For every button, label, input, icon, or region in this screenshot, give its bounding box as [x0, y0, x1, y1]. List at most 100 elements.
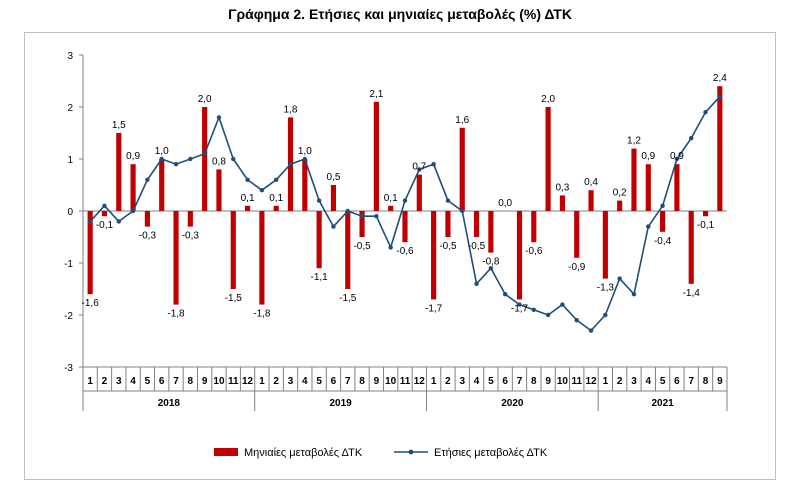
y-tick-label: 2 [67, 103, 73, 114]
bar-data-label: 0,0 [498, 198, 512, 209]
point-annual [603, 312, 608, 318]
bar-data-label: -0,3 [139, 231, 157, 242]
bar-data-label: -1,8 [167, 309, 185, 320]
point-annual [259, 188, 265, 193]
bar-monthly [101, 211, 108, 217]
bar-data-label: 0,8 [212, 156, 226, 167]
bars-layer [87, 86, 723, 305]
bar-data-label: 2,4 [713, 73, 727, 84]
bar-data-label: -0,1 [96, 220, 114, 231]
point-annual [703, 110, 708, 115]
y-tick-label: 3 [67, 51, 73, 62]
year-label: 2018 [158, 398, 181, 409]
month-label: 9 [717, 376, 723, 387]
y-tick-label: 1 [67, 155, 73, 166]
bar-monthly [116, 133, 122, 211]
bar-monthly [431, 211, 437, 300]
point-annual [689, 136, 694, 141]
month-label: 11 [228, 376, 239, 387]
bar-data-label: 1,0 [298, 146, 312, 157]
bar-data-label: -0,5 [439, 241, 457, 252]
bar-data-label: -0,6 [396, 246, 414, 257]
bar-data-label: 1,8 [284, 104, 298, 115]
bar-monthly [302, 159, 308, 211]
bar-data-label: -1,5 [339, 293, 357, 304]
point-annual [488, 266, 494, 271]
y-tick-label: -3 [64, 363, 73, 374]
point-annual [717, 94, 723, 99]
bar-data-label: -0,4 [654, 236, 672, 247]
bar-monthly [702, 211, 709, 217]
point-annual [288, 162, 293, 167]
bar-monthly [187, 211, 193, 227]
month-label: 8 [531, 376, 537, 387]
bar-monthly [345, 211, 351, 289]
bar-monthly [688, 211, 694, 284]
point-annual [87, 219, 93, 224]
bar-monthly [216, 169, 222, 211]
month-label: 4 [646, 376, 652, 387]
month-label: 8 [359, 376, 365, 387]
bar-monthly [87, 211, 93, 295]
bar-data-label: 0,9 [641, 151, 655, 162]
bar-monthly [445, 211, 451, 237]
line-layer [87, 94, 723, 333]
point-annual [116, 219, 121, 224]
bar-data-label: 0,2 [613, 188, 627, 199]
point-annual [302, 156, 308, 162]
month-label: 12 [242, 376, 254, 387]
bar-data-label: 0,9 [126, 151, 140, 162]
chart-title: Γράφημα 2. Ετήσιες και μηνιαίες μεταβολέ… [228, 6, 572, 22]
bar-data-label: 0,1 [384, 193, 398, 204]
bar-monthly [245, 205, 251, 211]
legend-layer: Μηνιαίες μεταβολές ΔΤΚ Ετήσιες μεταβολές … [214, 447, 548, 459]
bar-data-label: 2,0 [541, 94, 555, 105]
bar-monthly [574, 211, 580, 258]
point-annual [531, 307, 536, 312]
labels-layer: -1,6 -0,1 1,5 0,9 -0,3 1,0 -1,8 -0,3 2,0 0,8 -1,5 0… [82, 73, 728, 319]
point-annual [202, 151, 207, 156]
point-annual [402, 198, 408, 203]
year-label: 2019 [329, 398, 352, 409]
point-annual [159, 156, 164, 162]
bar-data-label: 1,2 [627, 136, 641, 147]
chart-frame [24, 32, 776, 480]
point-annual [188, 156, 193, 162]
month-label: 9 [545, 376, 551, 387]
bar-data-label: -0,3 [182, 231, 200, 242]
legend-label-monthly: Μηνιαίες μεταβολές ΔΤΚ [244, 447, 363, 459]
point-annual [245, 177, 250, 182]
bar-data-label: -0,1 [697, 220, 715, 231]
point-annual [331, 224, 336, 229]
bar-monthly [545, 107, 551, 211]
bar-data-label: 0,7 [412, 162, 426, 173]
point-annual [130, 208, 136, 214]
point-annual [617, 276, 622, 281]
point-annual [173, 162, 179, 167]
point-annual [660, 203, 665, 208]
bar-data-label: 0,5 [326, 172, 340, 183]
point-annual [431, 162, 436, 167]
month-label: 3 [288, 376, 294, 387]
bar-data-label: 1,0 [155, 146, 169, 157]
bar-monthly [516, 211, 523, 300]
month-label: 8 [188, 376, 194, 387]
month-label: 1 [87, 376, 93, 387]
month-label: 6 [674, 376, 680, 387]
month-label: 10 [557, 376, 569, 387]
year-label: 2021 [651, 398, 674, 409]
bar-data-label: 1,5 [112, 120, 126, 131]
bar-monthly [645, 164, 651, 211]
point-annual [231, 156, 236, 162]
bar-monthly [488, 211, 494, 253]
month-label: 1 [603, 376, 609, 387]
month-label: 6 [502, 376, 508, 387]
bar-monthly [674, 164, 680, 211]
point-annual [460, 208, 465, 214]
bar-data-label: -0,8 [482, 257, 500, 268]
bar-data-label: -1,7 [511, 303, 529, 314]
bar-data-label: 0,3 [555, 182, 569, 193]
point-annual [674, 156, 680, 162]
point-annual [445, 198, 451, 203]
